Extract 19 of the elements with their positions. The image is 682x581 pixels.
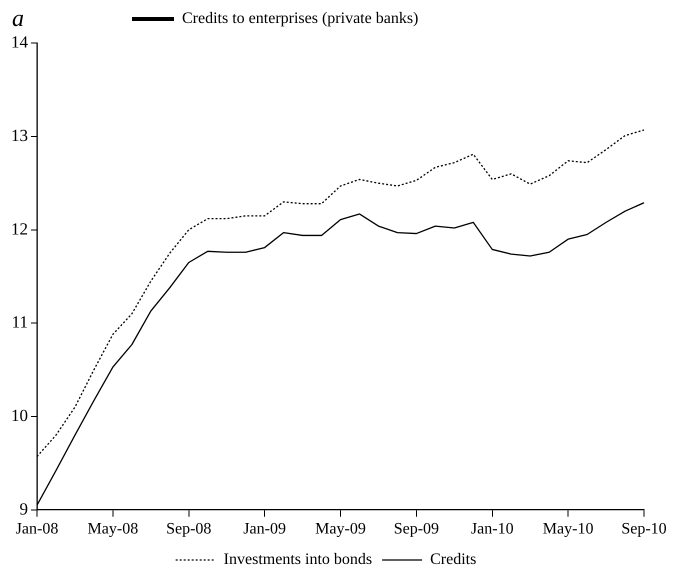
x-tick-label: Jan-10: [470, 520, 514, 538]
x-tick-label: May-09: [315, 520, 366, 538]
y-tick-label: 13: [11, 126, 28, 145]
y-tick-label: 12: [11, 219, 28, 238]
chart-title: Credits to enterprises (private banks): [182, 10, 418, 28]
text: a: [12, 6, 25, 32]
x-tick-label: Sep-08: [166, 520, 212, 538]
y-tick-label: 14: [11, 32, 28, 52]
x-tick-label: Sep-10: [621, 520, 667, 538]
x-tick-label: May-10: [542, 520, 594, 538]
x-tick-label: May-08: [88, 520, 138, 538]
x-tick-label: Jan-09: [243, 520, 286, 538]
x-tick-label: Jan-08: [16, 520, 58, 538]
y-tick-label: 9: [20, 499, 28, 518]
x-tick-label: Sep-09: [394, 520, 440, 538]
y-tick-label: 10: [11, 406, 28, 425]
legend-label: Credits: [430, 551, 476, 568]
y-tick-label: 11: [12, 312, 28, 332]
legend-label: Investments into bonds: [224, 551, 372, 568]
